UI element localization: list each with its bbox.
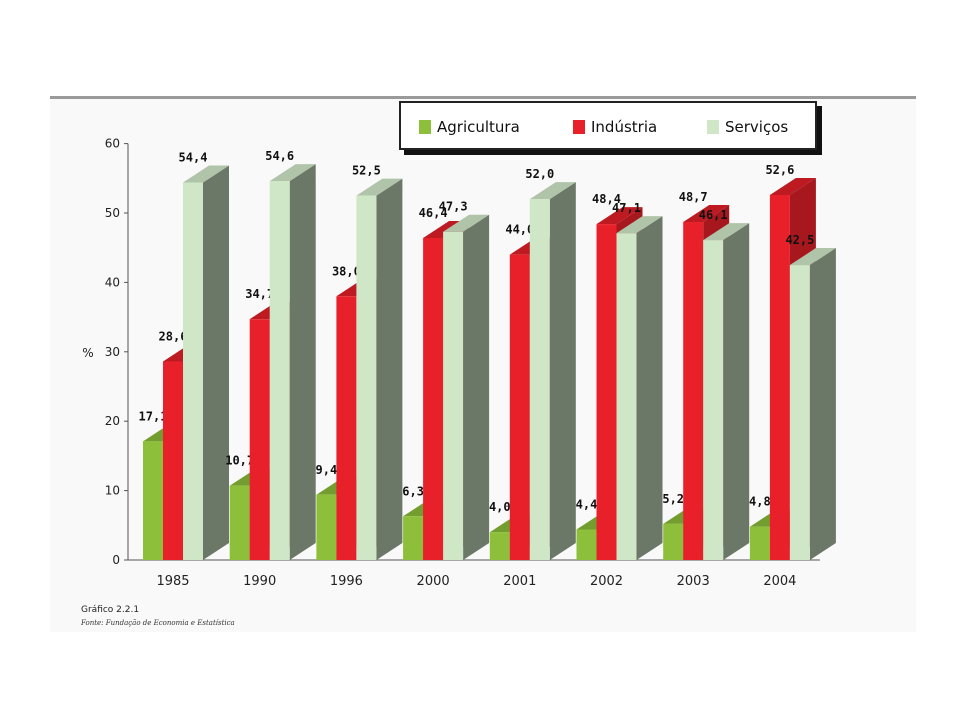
y-tick-label-50: 50	[105, 206, 120, 220]
data-label-agricultura-1996: 9,4	[316, 463, 338, 477]
figure-source: Fonte: Fundação de Economia e Estatístic…	[81, 619, 235, 627]
legend-label-industria: Indústria	[591, 118, 658, 136]
bar-side-serviços-1985	[203, 165, 229, 561]
data-label-agricultura-2003: 5,2	[662, 492, 684, 506]
bar-serviços-2003	[703, 240, 724, 561]
data-label-indústria-2001: 44,0	[505, 223, 534, 237]
y-tick-label-20: 20	[105, 414, 120, 428]
bar-serviços-1985	[183, 182, 203, 561]
bar-top-serviços-2004	[789, 248, 836, 266]
x-tick-label-2003: 2003	[677, 574, 710, 589]
y-tick-label-40: 40	[105, 275, 120, 289]
bar-side-serviços-1996	[376, 178, 403, 560]
legend-item-servicos: Serviços	[707, 117, 788, 137]
bar-side-serviços-2000	[463, 214, 490, 560]
header-rule	[50, 96, 916, 99]
bar-agricultura-1996	[316, 494, 337, 560]
bar-serviços-2002	[616, 233, 637, 560]
chart-legend: Agricultura Indústria Serviços	[399, 101, 817, 150]
data-label-serviços-1990: 54,6	[265, 149, 294, 163]
data-label-indústria-1996: 38,0	[332, 264, 361, 278]
x-tick-label-2002: 2002	[590, 574, 623, 589]
y-tick-label-0: 0	[112, 553, 120, 567]
bar-serviços-2004	[789, 265, 810, 560]
y-tick-label-30: 30	[105, 345, 120, 359]
x-tick-label-1996: 1996	[330, 574, 363, 589]
bar-agricultura-1990	[229, 485, 250, 560]
x-tick-label-2004: 2004	[763, 574, 796, 589]
x-tick-label-1990: 1990	[243, 574, 276, 589]
data-label-serviços-2001: 52,0	[525, 167, 554, 181]
data-label-serviços-2000: 47,3	[439, 200, 468, 214]
bar-serviços-2001	[529, 199, 550, 560]
x-tick-label-2001: 2001	[503, 574, 536, 589]
data-label-serviços-2002: 47,1	[612, 201, 641, 215]
bar-indústria-1996	[336, 296, 357, 560]
bar-indústria-2002	[596, 224, 617, 560]
data-label-agricultura-2000: 6,3	[402, 484, 424, 498]
legend-label-agricultura: Agricultura	[437, 118, 520, 136]
bar-agricultura-2002	[576, 529, 597, 560]
bar-top-serviços-1996	[356, 178, 403, 196]
bar-side-serviços-2001	[549, 182, 576, 560]
bar-side-serviços-1990	[289, 164, 316, 561]
bar-top-serviços-2002	[616, 216, 663, 234]
bar-side-serviços-2002	[636, 216, 663, 560]
y-tick-label-60: 60	[105, 137, 120, 151]
y-axis-label: %	[82, 346, 93, 360]
bar-agricultura-2004	[749, 526, 770, 560]
bar-side-serviços-2004	[809, 248, 836, 561]
bar-side-serviços-2003	[723, 223, 750, 561]
bar-top-serviços-1990	[269, 164, 316, 182]
legend-swatch-industria	[573, 120, 585, 134]
bar-top-serviços-2003	[703, 223, 750, 241]
bar-agricultura-2003	[663, 523, 684, 560]
bar-top-serviços-2000	[443, 214, 490, 232]
bar-agricultura-2001	[489, 532, 510, 560]
bar-indústria-2003	[683, 222, 704, 560]
legend-swatch-agricultura	[419, 120, 431, 134]
data-label-indústria-1985: 28,6	[159, 330, 188, 344]
bar-indústria-1990	[249, 319, 270, 560]
data-label-serviços-1985: 54,4	[179, 150, 208, 164]
bar-agricultura-1985	[143, 441, 163, 560]
bar-top-indústria-2003	[683, 205, 730, 223]
data-label-agricultura-1985: 17,1	[139, 409, 168, 423]
bar-indústria-1985	[163, 361, 183, 560]
legend-item-agricultura: Agricultura	[419, 117, 520, 137]
data-label-serviços-2004: 42,5	[785, 233, 814, 247]
bar-indústria-2004	[769, 194, 790, 560]
legend-item-industria: Indústria	[573, 117, 657, 137]
bar-indústria-2000	[423, 237, 444, 560]
y-tick-label-10: 10	[105, 484, 120, 498]
data-label-indústria-2002: 48,4	[592, 192, 621, 206]
figure-caption: Gráfico 2.2.1	[81, 605, 140, 615]
data-label-serviços-1996: 52,5	[352, 164, 381, 178]
bar-serviços-2000	[443, 231, 464, 560]
data-label-serviços-2003: 46,1	[699, 208, 728, 222]
legend-swatch-servicos	[707, 120, 719, 134]
data-label-agricultura-1990: 10,7	[225, 454, 254, 468]
data-label-indústria-2000: 46,4	[419, 206, 448, 220]
bar-top-serviços-2001	[529, 182, 576, 200]
x-tick-label-2000: 2000	[417, 574, 450, 589]
x-tick-label-1985: 1985	[156, 574, 189, 589]
legend-label-servicos: Serviços	[725, 118, 789, 136]
bar-agricultura-2000	[403, 516, 424, 560]
bar-top-indústria-2002	[596, 207, 643, 225]
data-label-agricultura-2004: 4,8	[749, 495, 771, 509]
data-label-indústria-2003: 48,7	[679, 190, 708, 204]
bar-serviços-1990	[269, 181, 290, 561]
data-label-indústria-1990: 34,7	[245, 287, 274, 301]
bar-serviços-1996	[356, 195, 377, 560]
data-label-agricultura-2001: 4,0	[489, 500, 511, 514]
data-label-agricultura-2002: 4,4	[576, 497, 598, 511]
bar-top-indústria-2004	[769, 177, 816, 195]
bar-top-serviços-1985	[183, 165, 229, 183]
bar-indústria-2001	[509, 254, 530, 560]
data-label-indústria-2004: 52,6	[765, 163, 794, 177]
